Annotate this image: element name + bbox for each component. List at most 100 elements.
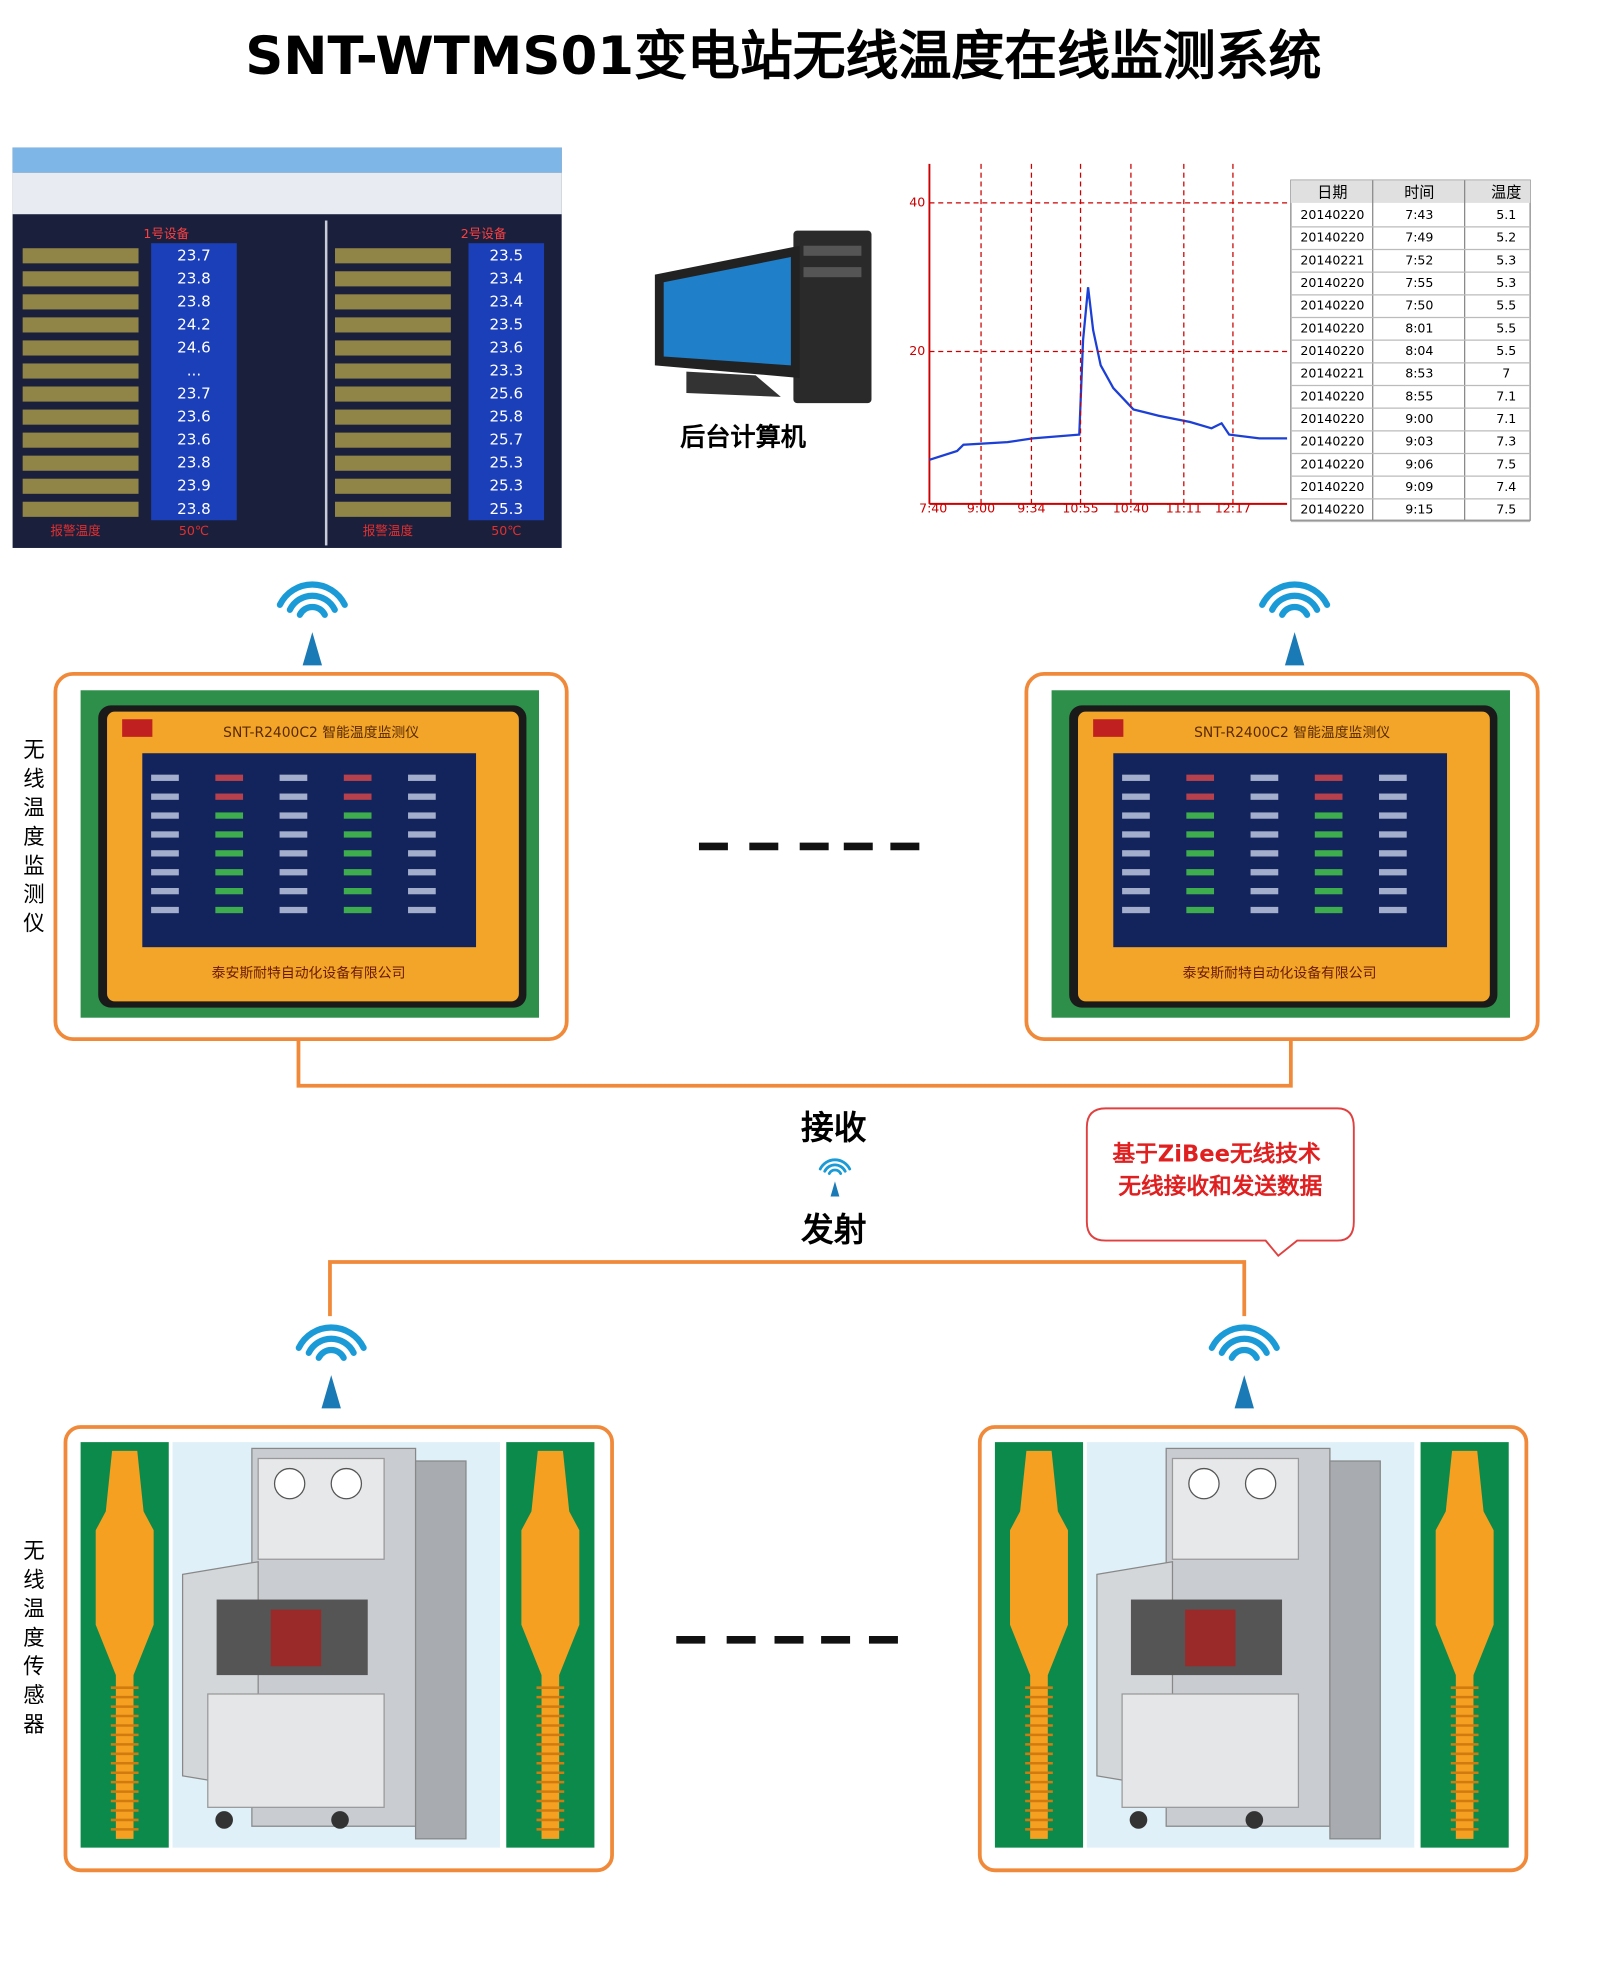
screen-cell <box>279 812 308 819</box>
control-panel <box>257 1457 385 1560</box>
sensor-side-label: 无线温度传感器 <box>19 1539 44 1742</box>
screen-cell <box>1186 774 1215 781</box>
table-cell: 5.2 <box>1496 230 1516 245</box>
screen-cell <box>1122 906 1150 914</box>
screen-cell <box>1186 906 1215 914</box>
screen-cell <box>215 812 244 819</box>
reading: 23.6 <box>489 338 523 356</box>
screen-cell <box>279 906 308 914</box>
computer-icon <box>654 230 872 404</box>
table-cell: 9:03 <box>1405 434 1433 449</box>
reading: 25.7 <box>489 431 523 449</box>
reading: 23.5 <box>489 246 523 264</box>
row-label <box>334 478 451 494</box>
alarm-value: 50℃ <box>179 523 209 538</box>
screen-cell <box>1379 774 1407 781</box>
table-cell: 7:43 <box>1405 207 1433 222</box>
table-cell: 20140220 <box>1300 275 1364 290</box>
wheel <box>215 1811 233 1829</box>
sensor-body <box>95 1450 154 1839</box>
screen-cell <box>151 887 179 895</box>
gauge <box>1188 1467 1220 1500</box>
screen-cell <box>1122 812 1150 819</box>
x-tick-label: 10:40 <box>1113 500 1149 515</box>
reading: 23.8 <box>177 454 211 472</box>
title: SNT-WTMS01变电站无线温度在线监测系统 <box>245 26 1321 87</box>
screen-cell <box>1379 812 1407 819</box>
row-label <box>334 294 451 310</box>
table-cell: 7.5 <box>1496 456 1516 471</box>
wifi-icon <box>818 1158 852 1197</box>
row-label <box>22 340 139 356</box>
table-cell: 9:06 <box>1405 456 1433 471</box>
divider <box>324 220 328 546</box>
x-tick-label: 11:11 <box>1166 500 1202 515</box>
gauge <box>330 1467 363 1500</box>
table-cell: 20140221 <box>1300 252 1364 267</box>
screen-cell <box>151 906 179 914</box>
alarm-label: 报警温度 <box>363 523 414 538</box>
wheel <box>1129 1811 1148 1829</box>
screen-cell <box>215 869 244 876</box>
title-bar <box>12 147 562 173</box>
wheel <box>331 1811 349 1829</box>
reading: 23.7 <box>177 385 211 403</box>
gauge <box>273 1467 306 1500</box>
screen-cell <box>1379 887 1407 895</box>
screen-cell <box>1314 831 1343 838</box>
screen-cell <box>1250 850 1279 857</box>
value-column <box>151 243 237 521</box>
screen-cell <box>1250 869 1279 876</box>
wifi-arc <box>1228 1346 1260 1361</box>
company: 泰安斯耐特自动化设备有限公司 <box>1183 965 1377 982</box>
wifi-mast <box>321 1375 341 1409</box>
reading: 23.9 <box>177 477 211 495</box>
column-header: 温度 <box>1491 183 1521 201</box>
row-label <box>334 432 451 448</box>
control-panel <box>1171 1457 1300 1560</box>
screen-cell <box>1314 869 1343 876</box>
reading: 23.4 <box>489 292 523 310</box>
screen-cell <box>151 812 179 819</box>
x-tick-label: 7:40 <box>919 500 947 515</box>
screen-cell <box>1250 774 1279 781</box>
receive-label: 接收 <box>801 1109 867 1147</box>
row-label <box>22 317 139 333</box>
computer-label: 后台计算机 <box>680 422 807 451</box>
reading: 25.3 <box>489 477 523 495</box>
table-cell: 20140220 <box>1300 320 1364 335</box>
row-label <box>22 478 139 494</box>
y-tick-label: 20 <box>909 343 925 358</box>
table-cell: 20140220 <box>1300 479 1364 494</box>
screen-cell <box>215 793 244 800</box>
screen-cell <box>1250 906 1279 914</box>
screen-cell <box>1379 906 1407 914</box>
reading: 24.6 <box>177 338 211 356</box>
sensor-body <box>521 1450 580 1839</box>
cabinet-side <box>414 1460 467 1840</box>
panel-heading: 1号设备 <box>143 226 189 241</box>
row-label <box>334 363 451 379</box>
screen-cell <box>408 869 436 876</box>
row-label <box>334 248 451 264</box>
trolley <box>207 1693 385 1808</box>
screen-cell <box>279 793 308 800</box>
table-cell: 7:52 <box>1405 252 1433 267</box>
screen-cell <box>408 887 436 895</box>
screen-cell <box>215 906 244 914</box>
wifi-arc <box>305 1335 357 1356</box>
table-cell: 20140220 <box>1300 230 1364 245</box>
screen-cell <box>151 793 179 800</box>
table-cell: 5.5 <box>1496 320 1516 335</box>
x-tick-label: 10:55 <box>1062 500 1098 515</box>
screen-cell <box>215 850 244 857</box>
screen-cell <box>151 774 179 781</box>
reading: 23.6 <box>177 431 211 449</box>
row-label <box>334 455 451 471</box>
table-cell: 20140220 <box>1300 343 1364 358</box>
table-cell: 20140220 <box>1300 502 1364 517</box>
table-cell: 7:50 <box>1405 298 1433 313</box>
table-cell: 8:04 <box>1405 343 1433 358</box>
